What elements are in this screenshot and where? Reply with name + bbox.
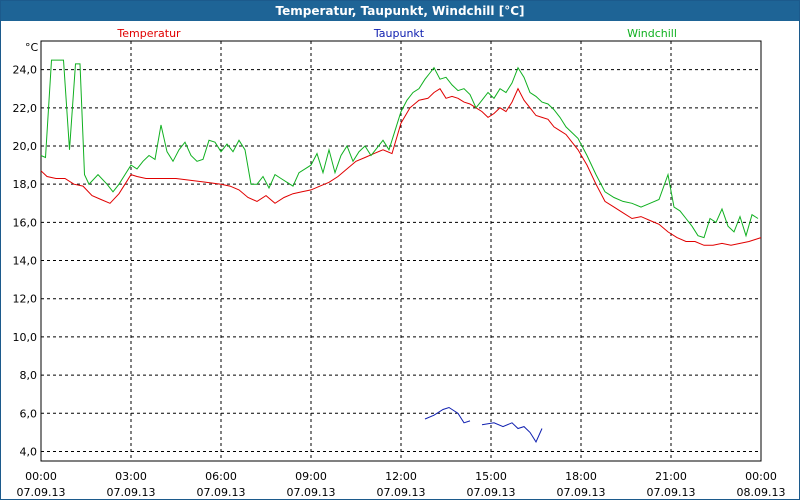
- y-axis-unit: °C: [25, 41, 39, 54]
- series-line-taupunkt: [481, 422, 543, 443]
- plot-area: [40, 40, 762, 462]
- x-tick-time: 00:00: [25, 470, 57, 483]
- x-tick-date: 07.09.13: [107, 486, 156, 499]
- y-tick-label: 8,0: [20, 369, 38, 382]
- x-tick-date: 07.09.13: [377, 486, 426, 499]
- series-line-temperatur: [40, 87, 762, 246]
- y-tick-label: 16,0: [13, 216, 38, 229]
- legend-windchill: Windchill: [627, 27, 677, 40]
- series-line-taupunkt: [424, 406, 471, 424]
- series-lines: [40, 59, 762, 443]
- x-tick-time: 21:00: [655, 470, 687, 483]
- x-tick-time: 00:00: [745, 470, 777, 483]
- x-tick-time: 15:00: [475, 470, 507, 483]
- x-tick-date: 08.09.13: [737, 486, 786, 499]
- y-tick-label: 18,0: [13, 178, 38, 191]
- x-tick-time: 09:00: [295, 470, 327, 483]
- legend-taupunkt: Taupunkt: [373, 27, 425, 40]
- x-tick-time: 06:00: [205, 470, 237, 483]
- y-tick-label: 4,0: [20, 445, 38, 458]
- legend: Temperatur Taupunkt Windchill: [116, 27, 677, 40]
- chart-title: Temperatur, Taupunkt, Windchill [°C]: [1, 1, 799, 21]
- axes: 4,0 6,0 8,0 10,0 12,0 14,0 16,0 18,0 20,0 22,0 24,…: [13, 40, 786, 499]
- x-tick-time: 18:00: [565, 470, 597, 483]
- x-tick-date: 07.09.13: [17, 486, 66, 499]
- y-tick-label: 14,0: [13, 255, 38, 268]
- x-tick-date: 07.09.13: [287, 486, 336, 499]
- y-tick-label: 22,0: [13, 102, 38, 115]
- x-tick-date: 07.09.13: [557, 486, 606, 499]
- y-tick-label: 20,0: [13, 140, 38, 153]
- x-tick-time: 12:00: [385, 470, 417, 483]
- x-tick-date: 07.09.13: [197, 486, 246, 499]
- y-tick-label: 24,0: [13, 64, 38, 77]
- series-line-windchill: [40, 59, 759, 239]
- x-tick-date: 07.09.13: [647, 486, 696, 499]
- grid: [41, 41, 761, 461]
- x-tick-time: 03:00: [115, 470, 147, 483]
- legend-temperatur: Temperatur: [116, 27, 181, 40]
- y-tick-label: 6,0: [20, 407, 38, 420]
- y-tick-label: 12,0: [13, 293, 38, 306]
- x-tick-date: 07.09.13: [467, 486, 516, 499]
- y-tick-label: 10,0: [13, 331, 38, 344]
